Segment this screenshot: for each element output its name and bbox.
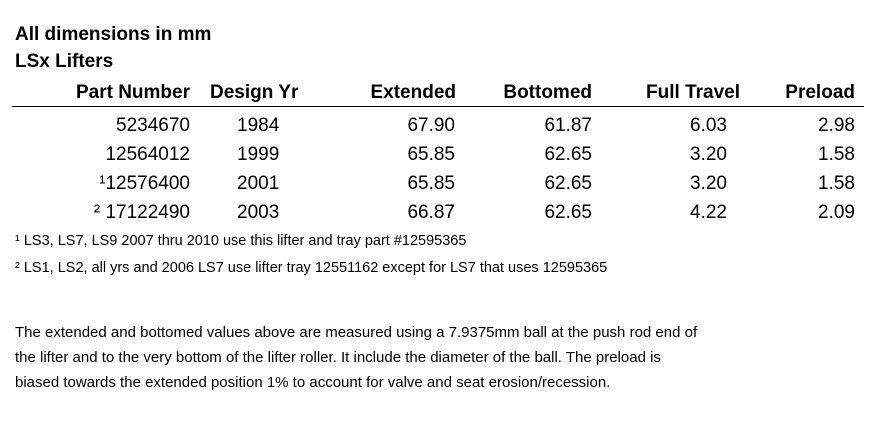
column-header: Design Yr <box>210 82 299 103</box>
column-header: Part Number <box>75 82 190 103</box>
table-cell: 66.87 <box>407 202 455 223</box>
table-cell: 2.98 <box>818 115 855 136</box>
table-cell: 62.65 <box>544 202 592 223</box>
table-cell: 2.09 <box>818 202 855 223</box>
table-cell: 2003 <box>237 202 280 223</box>
footnote: ² LS1, LS2, all yrs and 2006 LS7 use lif… <box>15 260 608 276</box>
table-cell: 62.65 <box>544 144 592 165</box>
subtitle: LSx Lifters <box>15 51 114 72</box>
title: All dimensions in mm <box>15 24 212 45</box>
note-line: the lifter and to the very bottom of the… <box>15 349 661 366</box>
table-cell: 1999 <box>237 144 280 165</box>
table-cell: 2001 <box>237 173 280 194</box>
table-cell: 61.87 <box>544 115 592 136</box>
table-cell: 3.20 <box>690 173 727 194</box>
table-cell: 4.22 <box>690 202 727 223</box>
column-header: Extended <box>370 82 456 103</box>
note-line: biased towards the extended position 1% … <box>15 374 611 391</box>
table-cell: 65.85 <box>407 173 455 194</box>
column-header: Full Travel <box>646 82 740 103</box>
table-cell: 3.20 <box>690 144 727 165</box>
note-line: The extended and bottomed values above a… <box>15 324 698 341</box>
header-rule <box>12 106 864 107</box>
column-header: Preload <box>785 82 855 103</box>
table-cell: 62.65 <box>544 173 592 194</box>
column-header: Bottomed <box>503 82 592 103</box>
table-cell: ¹12576400 <box>99 173 190 194</box>
table-cell: ² 17122490 <box>93 202 190 223</box>
table-cell: 5234670 <box>116 115 190 136</box>
table-cell: 1984 <box>237 115 280 136</box>
table-cell: 67.90 <box>407 115 455 136</box>
table-cell: 1.58 <box>818 144 855 165</box>
table-cell: 1.58 <box>818 173 855 194</box>
footnote: ¹ LS3, LS7, LS9 2007 thru 2010 use this … <box>15 233 467 249</box>
table-cell: 65.85 <box>407 144 455 165</box>
table-cell: 6.03 <box>690 115 727 136</box>
table-cell: 12564012 <box>105 144 190 165</box>
